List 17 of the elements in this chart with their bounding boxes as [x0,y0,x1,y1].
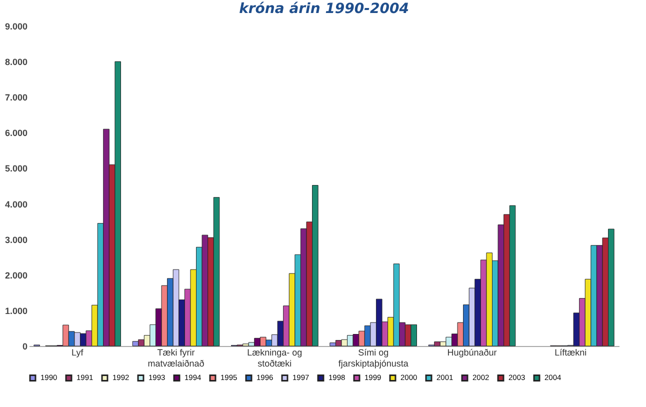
y-tick-label: 8.000 [4,57,28,68]
y-tick-label: 6.000 [4,128,28,138]
y-tick-label: 1.000 [4,306,28,316]
y-tick-label: 7.000 [4,92,28,103]
y-tick-label: 3.000 [4,234,28,245]
x-tick-label: Sími og fjarskiptaþjónusta [338,348,408,368]
x-tick-label: Lyf [72,348,84,358]
x-tick-label: Lækninga- og stoðtæki [247,348,302,368]
x-tick-label: Hugbúnaður [447,348,497,358]
x-tick-label: Líftækni [554,348,587,358]
x-tick-label: Tæki fyrir matvælaiðnað [148,348,204,368]
y-tick-label: 5.000 [4,164,28,174]
y-tick-label: 0 [22,342,28,352]
chart-title: króna árin 1990-2004 [239,1,409,17]
y-tick-label: 4.000 [4,199,28,210]
y-tick-label: 9.000 [4,22,28,32]
y-tick-label: 2.000 [4,270,28,280]
